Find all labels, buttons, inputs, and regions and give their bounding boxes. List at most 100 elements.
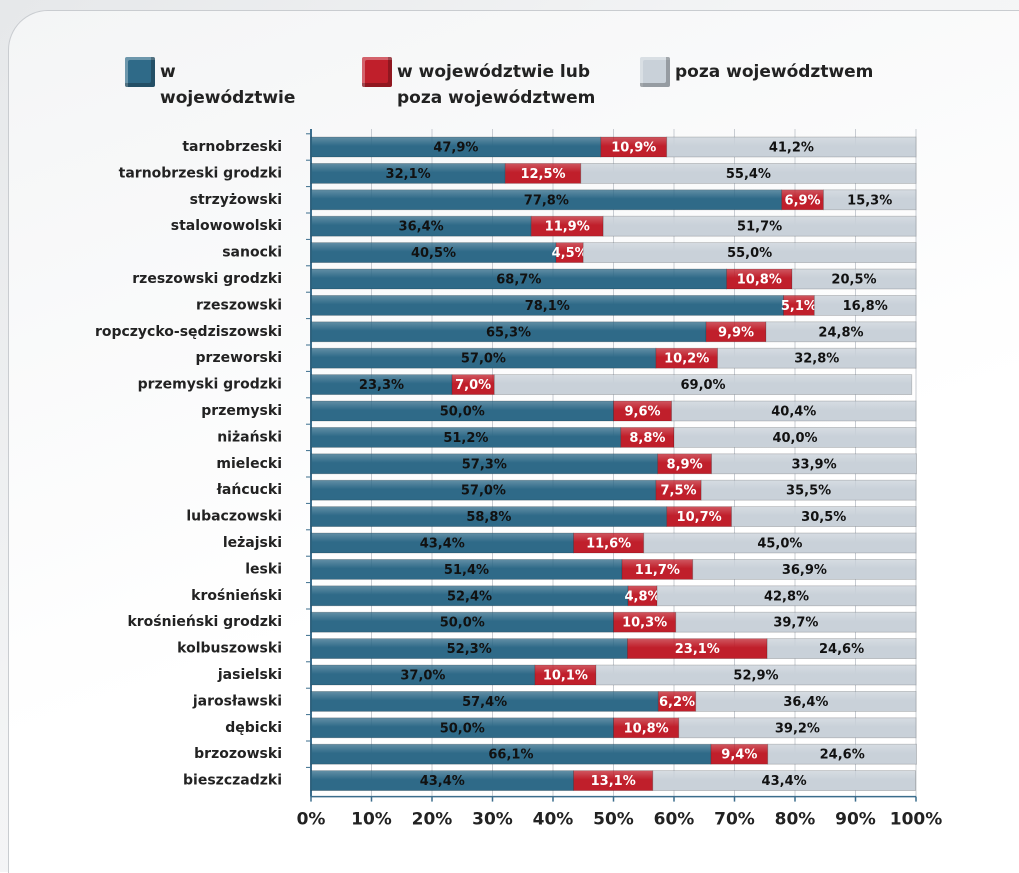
legend-swatch bbox=[362, 57, 392, 87]
bar-segment bbox=[765, 321, 917, 343]
bar-segment bbox=[767, 743, 918, 765]
value-label: 5,1% bbox=[781, 299, 817, 314]
bar-segment bbox=[813, 294, 917, 316]
value-label: 33,9% bbox=[792, 457, 837, 472]
y-tick-label: kolbuszowski bbox=[177, 641, 282, 657]
x-tick-label: 20% bbox=[412, 810, 453, 830]
value-label: 52,3% bbox=[447, 642, 492, 657]
value-label: 43,4% bbox=[762, 774, 807, 789]
bar-segment bbox=[602, 215, 917, 237]
value-label: 10,7% bbox=[677, 510, 722, 525]
x-tick-label: 30% bbox=[472, 810, 513, 830]
legend-label: w województwie bbox=[160, 62, 296, 108]
legend-label: poza województwem bbox=[675, 62, 874, 82]
value-label: 24,8% bbox=[818, 325, 863, 340]
value-label: 78,1% bbox=[525, 299, 570, 314]
bar-segment bbox=[534, 664, 597, 686]
y-tick-label: mielecki bbox=[216, 456, 282, 472]
y-tick-label: jasielski bbox=[217, 667, 282, 683]
y-tick-label: ropczycko-sędziszowski bbox=[95, 324, 282, 340]
bar-segment bbox=[711, 453, 918, 475]
x-tick-label: 60% bbox=[654, 810, 695, 830]
value-label: 50,0% bbox=[440, 405, 485, 420]
value-label: 40,0% bbox=[772, 431, 817, 446]
y-tick-label: lubaczowski bbox=[186, 509, 282, 525]
value-label: 52,9% bbox=[733, 669, 778, 684]
bar-segment bbox=[613, 717, 680, 739]
y-tick-label: sanocki bbox=[222, 245, 282, 261]
y-tick-label: krośnieński grodzki bbox=[127, 614, 282, 630]
x-tick-label: 90% bbox=[835, 810, 876, 830]
value-label: 4,5% bbox=[552, 246, 588, 261]
bar-segment bbox=[766, 638, 917, 659]
y-tick-label: przemyski grodzki bbox=[138, 377, 282, 393]
bar-segment bbox=[695, 691, 917, 712]
value-label: 23,3% bbox=[359, 378, 404, 393]
value-label: 37,0% bbox=[400, 669, 445, 684]
x-tick-label: 10% bbox=[351, 810, 392, 830]
value-label: 36,4% bbox=[783, 695, 828, 710]
value-label: 11,9% bbox=[545, 220, 590, 235]
bar-segment bbox=[791, 268, 917, 290]
value-label: 6,9% bbox=[785, 193, 821, 208]
y-tick-label: bieszczadzki bbox=[183, 773, 282, 789]
value-label: 36,9% bbox=[782, 563, 827, 578]
y-tick-label: łańcucki bbox=[216, 482, 282, 498]
value-label: 41,2% bbox=[769, 141, 814, 156]
value-label: 10,8% bbox=[737, 273, 782, 288]
bar-segment bbox=[643, 532, 917, 554]
y-tick-label: krośnieński bbox=[191, 588, 282, 604]
value-label: 40,5% bbox=[411, 246, 456, 261]
y-tick-label: przeworski bbox=[196, 350, 282, 366]
x-tick-label: 40% bbox=[533, 810, 574, 830]
legend-swatch bbox=[640, 57, 670, 87]
value-label: 51,7% bbox=[737, 220, 782, 235]
value-label: 55,4% bbox=[726, 167, 771, 182]
y-tick-label: niżański bbox=[217, 429, 282, 445]
value-label: 30,5% bbox=[801, 510, 846, 525]
value-label: 50,0% bbox=[440, 721, 485, 736]
value-label: 57,0% bbox=[461, 484, 506, 499]
value-label: 45,0% bbox=[757, 537, 802, 552]
x-tick-label: 70% bbox=[714, 810, 755, 830]
x-tick-label: 50% bbox=[593, 810, 634, 830]
value-label: 13,1% bbox=[591, 774, 636, 789]
value-label: 16,8% bbox=[843, 299, 888, 314]
y-tick-label: leski bbox=[245, 561, 282, 577]
value-label: 51,2% bbox=[443, 431, 488, 446]
bar-segment bbox=[673, 426, 917, 448]
value-label: 9,6% bbox=[625, 405, 661, 420]
y-tick-label: brzozowski bbox=[194, 746, 282, 762]
bar-segment bbox=[823, 189, 917, 211]
y-tick-label: leżajski bbox=[223, 535, 282, 551]
y-tick-label: jarosławski bbox=[192, 693, 282, 709]
bar-segment bbox=[582, 242, 917, 264]
value-label: 36,4% bbox=[399, 220, 444, 235]
value-label: 10,3% bbox=[622, 616, 667, 631]
value-label: 39,2% bbox=[775, 721, 820, 736]
value-label: 10,1% bbox=[543, 669, 588, 684]
value-label: 10,8% bbox=[624, 721, 669, 736]
value-label: 51,4% bbox=[444, 563, 489, 578]
value-label: 43,4% bbox=[420, 774, 465, 789]
value-label: 50,0% bbox=[440, 616, 485, 631]
value-label: 11,6% bbox=[586, 537, 631, 552]
bar-segment bbox=[678, 717, 917, 739]
legend-swatch bbox=[125, 57, 155, 87]
value-label: 7,5% bbox=[661, 484, 697, 499]
y-tick-label: tarnobrzeski grodzki bbox=[119, 165, 282, 181]
bar-segment bbox=[595, 664, 917, 686]
value-label: 42,8% bbox=[764, 589, 809, 604]
bar-segment bbox=[493, 374, 913, 396]
value-label: 47,9% bbox=[433, 141, 478, 156]
value-label: 15,3% bbox=[847, 193, 892, 208]
value-label: 24,6% bbox=[819, 642, 864, 657]
bar-segment bbox=[692, 559, 917, 580]
y-tick-label: przemyski bbox=[201, 403, 282, 419]
y-tick-label: dębicki bbox=[225, 720, 282, 736]
bar-segment bbox=[731, 506, 917, 528]
value-label: 35,5% bbox=[786, 484, 831, 499]
value-label: 68,7% bbox=[496, 273, 541, 288]
value-label: 40,4% bbox=[771, 405, 816, 420]
